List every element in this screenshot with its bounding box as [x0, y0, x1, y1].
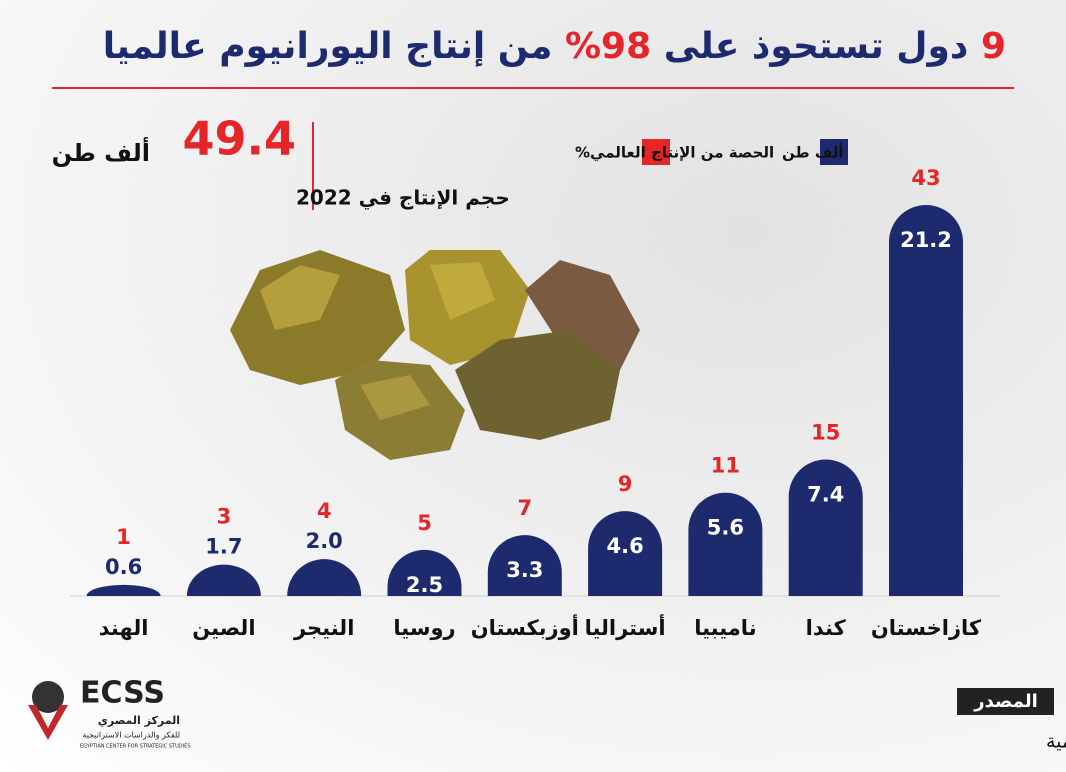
x-tick-label: روسيا — [393, 616, 455, 640]
bar — [788, 459, 863, 596]
bar — [889, 205, 963, 596]
x-tick-label: كازاخستان — [871, 616, 982, 640]
title-part: 9 — [980, 26, 1006, 67]
share-label: 1 — [116, 525, 131, 549]
x-tick-label: النيجر — [293, 616, 354, 640]
bar-value-label: 3.3 — [506, 558, 543, 582]
share-label: 43 — [911, 166, 940, 190]
bar — [688, 492, 763, 596]
bar — [487, 535, 562, 596]
bar-value-label: 2.5 — [406, 573, 443, 597]
bar-value-label: 7.4 — [807, 483, 844, 507]
x-tick-label: الصين — [192, 616, 255, 640]
highlight-caption: حجم الإنتاج في 2022 — [296, 186, 510, 211]
share-label: 5 — [417, 511, 432, 535]
title-part: من إنتاج اليورانيوم عالميا — [102, 26, 553, 67]
legend-swatch — [642, 139, 670, 165]
bar — [86, 584, 161, 596]
legend-label: الحصة من الإنتاج العالمي% — [575, 144, 774, 162]
x-tick-label: كندا — [806, 616, 847, 640]
source-label: المصدر — [973, 691, 1038, 712]
title-part: 98% — [564, 26, 652, 67]
share-label: 15 — [811, 421, 840, 445]
logo: ECSS المركز المصري للفكر والدراسات الاست… — [28, 676, 190, 750]
title-part: دول تستحوذ على — [663, 26, 969, 67]
x-tick-label: الهند — [99, 616, 149, 640]
bar-value-label: 5.6 — [707, 516, 744, 540]
logo-sub: للفكر والدراسات الاستراتيجية — [82, 731, 180, 740]
x-tick-label: ناميبيا — [694, 616, 756, 640]
source-text: الجمعية النووية العالمية — [1046, 731, 1066, 753]
legend-swatch — [820, 139, 848, 165]
chart-title: 9 دول تستحوذ على 98% من إنتاج اليورانيوم… — [103, 26, 1006, 67]
source-label-box — [957, 688, 1054, 715]
bar — [186, 564, 261, 596]
share-label: 9 — [618, 472, 633, 496]
bar-value-label: 21.2 — [900, 228, 952, 252]
bar-value-label: 1.7 — [205, 535, 242, 559]
logo-english: EGYPTIAN CENTER FOR STRATEGIC STUDIES — [80, 744, 190, 750]
legend-label: ألف طن — [782, 143, 844, 162]
share-label: 4 — [317, 499, 332, 523]
bar-value-label: 2.0 — [306, 529, 343, 553]
highlight-unit: ألف طن — [52, 137, 150, 167]
bar-value-label: 0.6 — [105, 555, 142, 579]
bar — [287, 559, 362, 596]
logo-name: ECSS — [80, 676, 165, 711]
bar — [588, 511, 663, 596]
share-label: 11 — [711, 454, 740, 478]
highlight-value: 49.4 — [183, 112, 297, 166]
share-label: 7 — [517, 496, 532, 520]
bar-value-label: 4.6 — [606, 534, 643, 558]
share-label: 3 — [217, 505, 232, 529]
ore-image — [230, 250, 640, 460]
logo-arabic: المركز المصري — [98, 714, 180, 727]
x-tick-label: أستراليا — [585, 613, 666, 640]
x-tick-label: أوزبكستان — [471, 613, 579, 640]
bar — [387, 549, 462, 596]
